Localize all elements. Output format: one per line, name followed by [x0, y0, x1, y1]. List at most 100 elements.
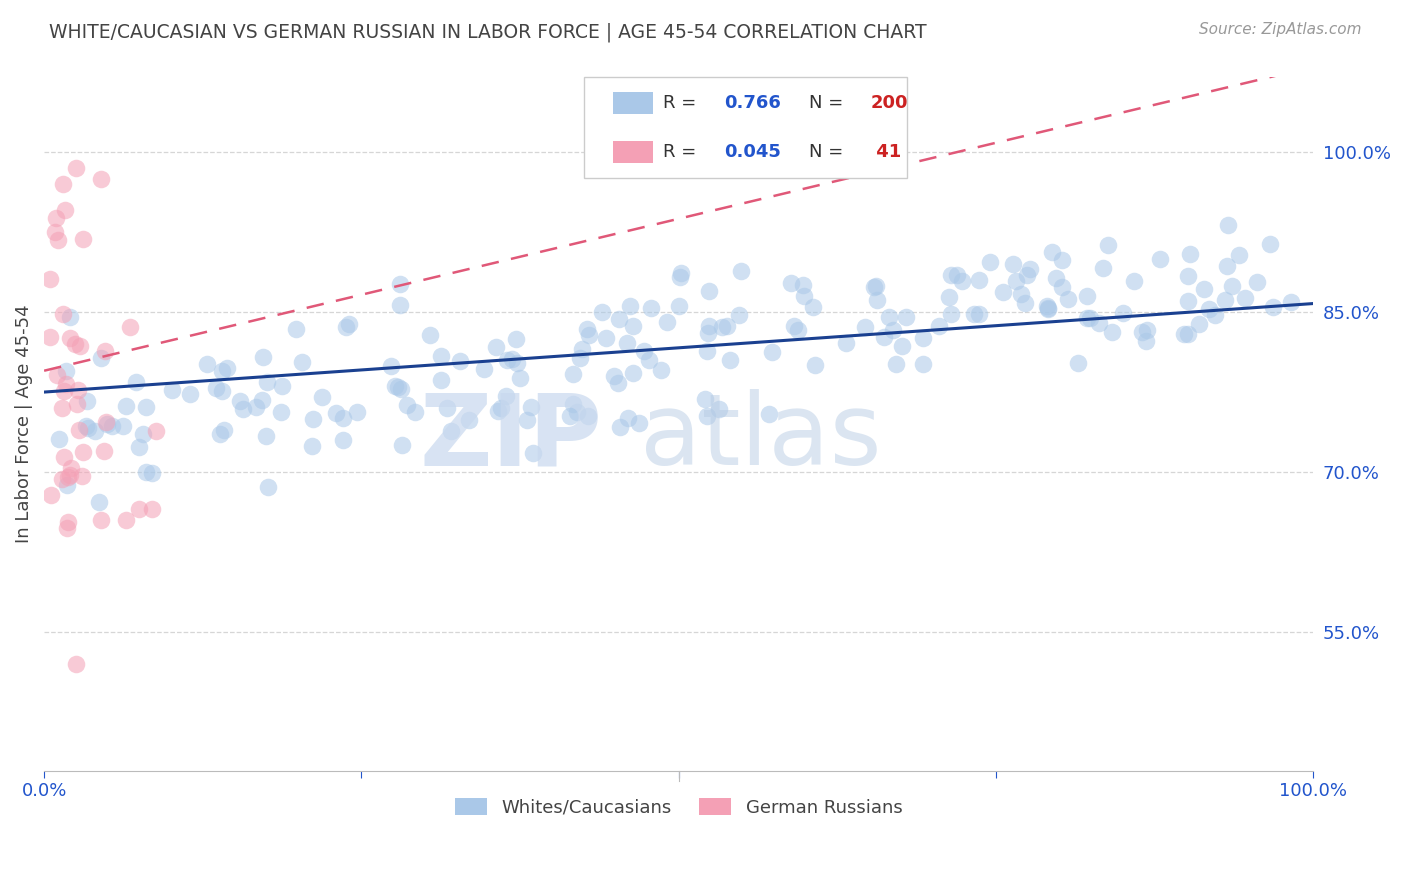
Point [1050, 253, 1073, 268]
Point [291, 355, 314, 369]
Point [1036, 299, 1059, 313]
Point [135, 465, 157, 479]
Point [991, 285, 1014, 300]
Point [1056, 292, 1078, 306]
Point [208, 427, 231, 442]
Point [458, 412, 481, 426]
Point [571, 342, 593, 356]
Point [576, 322, 599, 336]
Point [205, 381, 228, 395]
Point [952, 274, 974, 288]
Point [1050, 279, 1073, 293]
Point [1014, 296, 1036, 310]
FancyBboxPatch shape [583, 78, 907, 178]
Point [63, 337, 86, 351]
Point [761, 345, 783, 359]
Text: atlas: atlas [640, 390, 882, 486]
Point [195, 357, 218, 371]
Point [389, 383, 412, 397]
Point [55, 377, 77, 392]
Point [609, 420, 631, 434]
Point [94, 415, 117, 429]
Point [51, 401, 73, 416]
Point [132, 426, 155, 441]
Point [669, 266, 692, 280]
Point [1076, 289, 1098, 303]
Point [93, 444, 115, 458]
Text: R =: R = [664, 95, 703, 112]
Bar [613, 92, 654, 114]
Text: Source: ZipAtlas.com: Source: ZipAtlas.com [1198, 22, 1361, 37]
Point [160, 383, 183, 397]
Point [1042, 244, 1064, 259]
Point [141, 502, 163, 516]
Point [486, 404, 509, 418]
Point [1005, 274, 1028, 288]
Point [1177, 268, 1199, 283]
Point [250, 393, 273, 408]
Point [72, 444, 94, 458]
Point [118, 319, 141, 334]
Point [215, 361, 238, 376]
Legend: Whites/Caucasians, German Russians: Whites/Caucasians, German Russians [447, 791, 910, 824]
Point [59, 310, 82, 325]
Point [877, 310, 900, 324]
Point [436, 401, 458, 415]
Point [522, 446, 544, 460]
Point [941, 268, 963, 282]
Point [509, 370, 531, 384]
Text: R =: R = [664, 143, 703, 161]
Point [485, 340, 508, 354]
Point [560, 409, 582, 423]
Point [302, 411, 325, 425]
Point [650, 362, 672, 376]
Point [387, 380, 409, 394]
Point [1194, 281, 1216, 295]
Point [87, 494, 110, 508]
Point [506, 356, 529, 370]
Point [969, 307, 991, 321]
Point [76, 421, 98, 435]
Bar [613, 141, 654, 163]
Point [865, 278, 887, 293]
Point [519, 400, 541, 414]
Point [1220, 279, 1243, 293]
Point [65, 397, 87, 411]
Point [711, 320, 734, 334]
Point [1130, 326, 1153, 340]
Point [709, 402, 731, 417]
Point [489, 401, 512, 415]
Point [53, 384, 76, 398]
Point [1258, 236, 1281, 251]
Point [591, 305, 613, 319]
Point [855, 320, 877, 334]
Point [637, 353, 659, 368]
Point [928, 318, 950, 333]
Point [1177, 293, 1199, 308]
Text: ZIP: ZIP [419, 390, 603, 486]
Point [59, 468, 82, 483]
Point [75, 418, 97, 433]
Point [51, 471, 73, 485]
Point [979, 255, 1001, 269]
Point [912, 357, 935, 371]
Point [640, 301, 662, 316]
Point [718, 353, 741, 368]
Point [1213, 293, 1236, 308]
Point [866, 293, 889, 307]
Point [962, 307, 984, 321]
Point [730, 263, 752, 277]
Point [271, 379, 294, 393]
Text: 0.045: 0.045 [724, 143, 782, 161]
Point [211, 384, 233, 399]
Point [1076, 311, 1098, 326]
Point [606, 376, 628, 391]
Point [55, 364, 77, 378]
Point [578, 328, 600, 343]
Point [252, 351, 274, 365]
Point [430, 349, 453, 363]
Point [404, 405, 426, 419]
Point [693, 392, 716, 406]
Point [52, 307, 75, 321]
Point [96, 417, 118, 432]
